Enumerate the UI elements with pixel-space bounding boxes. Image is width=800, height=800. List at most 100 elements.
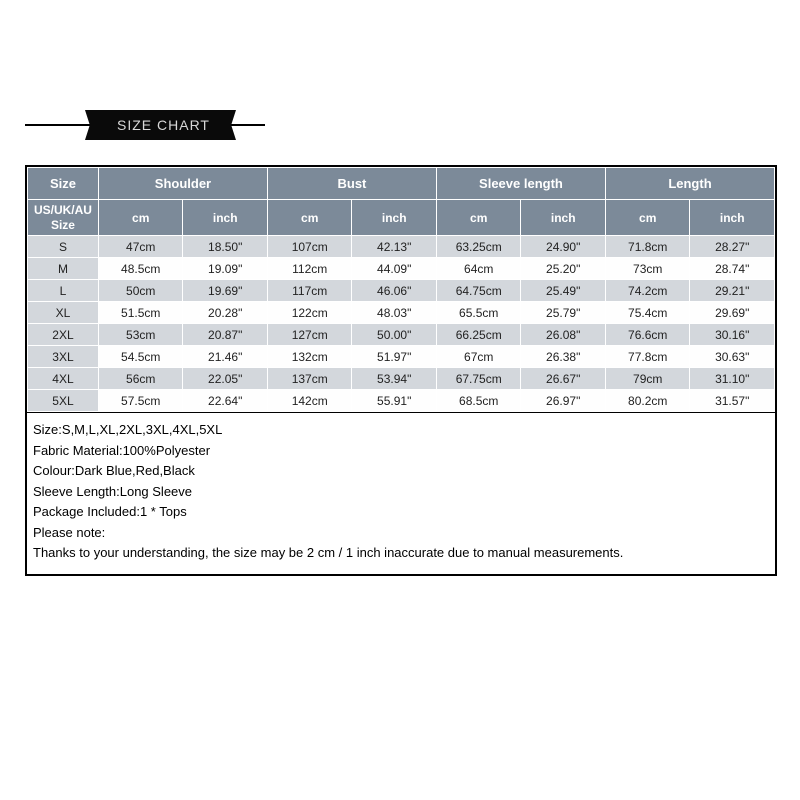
notes-block: Size:S,M,L,XL,2XL,3XL,4XL,5XLFabric Mate… [27, 412, 775, 574]
cell-value: 64cm [436, 258, 521, 280]
cell-value: 44.09" [352, 258, 437, 280]
cell-value: 48.5cm [98, 258, 183, 280]
cell-value: 132cm [267, 346, 352, 368]
cell-size: M [28, 258, 99, 280]
note-line: Sleeve Length:Long Sleeve [33, 482, 769, 502]
cell-value: 30.63" [690, 346, 775, 368]
cell-value: 50.00" [352, 324, 437, 346]
cell-value: 80.2cm [605, 390, 690, 412]
note-line: Please note: [33, 523, 769, 543]
cell-value: 68.5cm [436, 390, 521, 412]
cell-value: 51.5cm [98, 302, 183, 324]
cell-size: 3XL [28, 346, 99, 368]
cell-value: 19.09" [183, 258, 268, 280]
cell-value: 22.05" [183, 368, 268, 390]
cell-value: 21.46" [183, 346, 268, 368]
unit-inch: inch [352, 200, 437, 236]
cell-value: 28.74" [690, 258, 775, 280]
col-size-sub: US/UK/AU Size [28, 200, 99, 236]
cell-value: 67.75cm [436, 368, 521, 390]
cell-value: 56cm [98, 368, 183, 390]
cell-value: 77.8cm [605, 346, 690, 368]
table-row: 4XL56cm22.05"137cm53.94"67.75cm26.67"79c… [28, 368, 775, 390]
cell-value: 57.5cm [98, 390, 183, 412]
cell-value: 29.69" [690, 302, 775, 324]
table-row: XL51.5cm20.28"122cm48.03"65.5cm25.79"75.… [28, 302, 775, 324]
cell-size: XL [28, 302, 99, 324]
cell-value: 31.10" [690, 368, 775, 390]
cell-value: 142cm [267, 390, 352, 412]
cell-size: 2XL [28, 324, 99, 346]
cell-value: 74.2cm [605, 280, 690, 302]
cell-value: 22.64" [183, 390, 268, 412]
size-chart-container: Size Shoulder Bust Sleeve length Length … [25, 165, 777, 576]
cell-value: 64.75cm [436, 280, 521, 302]
table-body: S47cm18.50"107cm42.13"63.25cm24.90"71.8c… [28, 236, 775, 412]
col-bust: Bust [267, 168, 436, 200]
cell-value: 79cm [605, 368, 690, 390]
cell-value: 25.20" [521, 258, 606, 280]
unit-cm: cm [98, 200, 183, 236]
cell-value: 28.27" [690, 236, 775, 258]
note-line: Size:S,M,L,XL,2XL,3XL,4XL,5XL [33, 420, 769, 440]
note-line: Fabric Material:100%Polyester [33, 441, 769, 461]
cell-value: 66.25cm [436, 324, 521, 346]
table-row: S47cm18.50"107cm42.13"63.25cm24.90"71.8c… [28, 236, 775, 258]
cell-value: 50cm [98, 280, 183, 302]
cell-value: 53.94" [352, 368, 437, 390]
col-sleeve: Sleeve length [436, 168, 605, 200]
cell-value: 48.03" [352, 302, 437, 324]
cell-value: 20.28" [183, 302, 268, 324]
cell-size: L [28, 280, 99, 302]
size-table: Size Shoulder Bust Sleeve length Length … [27, 167, 775, 412]
unit-cm: cm [605, 200, 690, 236]
note-line: Package Included:1 * Tops [33, 502, 769, 522]
col-length: Length [605, 168, 774, 200]
cell-value: 127cm [267, 324, 352, 346]
unit-cm: cm [267, 200, 352, 236]
cell-value: 20.87" [183, 324, 268, 346]
unit-inch: inch [183, 200, 268, 236]
table-row: 2XL53cm20.87"127cm50.00"66.25cm26.08"76.… [28, 324, 775, 346]
cell-value: 63.25cm [436, 236, 521, 258]
cell-value: 137cm [267, 368, 352, 390]
cell-value: 73cm [605, 258, 690, 280]
cell-value: 53cm [98, 324, 183, 346]
banner-title: SIZE CHART [117, 117, 210, 133]
cell-value: 67cm [436, 346, 521, 368]
cell-value: 19.69" [183, 280, 268, 302]
cell-value: 26.67" [521, 368, 606, 390]
cell-value: 46.06" [352, 280, 437, 302]
cell-value: 30.16" [690, 324, 775, 346]
cell-value: 26.38" [521, 346, 606, 368]
cell-size: 5XL [28, 390, 99, 412]
cell-value: 31.57" [690, 390, 775, 412]
cell-value: 26.97" [521, 390, 606, 412]
cell-value: 51.97" [352, 346, 437, 368]
cell-value: 65.5cm [436, 302, 521, 324]
cell-size: S [28, 236, 99, 258]
col-size: Size [28, 168, 99, 200]
cell-value: 117cm [267, 280, 352, 302]
cell-value: 47cm [98, 236, 183, 258]
table-row: L50cm19.69"117cm46.06"64.75cm25.49"74.2c… [28, 280, 775, 302]
cell-value: 122cm [267, 302, 352, 324]
col-shoulder: Shoulder [98, 168, 267, 200]
unit-inch: inch [521, 200, 606, 236]
cell-value: 107cm [267, 236, 352, 258]
cell-value: 29.21" [690, 280, 775, 302]
cell-value: 71.8cm [605, 236, 690, 258]
cell-value: 54.5cm [98, 346, 183, 368]
cell-value: 18.50" [183, 236, 268, 258]
table-row: M48.5cm19.09"112cm44.09"64cm25.20"73cm28… [28, 258, 775, 280]
cell-value: 75.4cm [605, 302, 690, 324]
cell-value: 42.13" [352, 236, 437, 258]
cell-value: 112cm [267, 258, 352, 280]
size-chart-banner: SIZE CHART [25, 110, 255, 140]
cell-value: 26.08" [521, 324, 606, 346]
cell-value: 25.79" [521, 302, 606, 324]
note-line: Colour:Dark Blue,Red,Black [33, 461, 769, 481]
unit-cm: cm [436, 200, 521, 236]
cell-value: 76.6cm [605, 324, 690, 346]
cell-size: 4XL [28, 368, 99, 390]
